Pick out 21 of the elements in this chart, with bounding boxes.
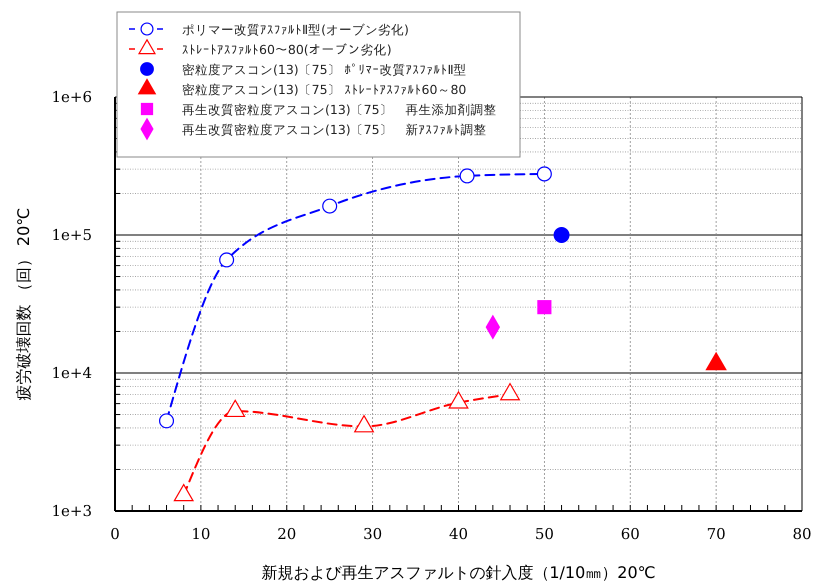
y-tick-label: 1e+4 [51,364,92,382]
y-tick-label: 1e+6 [51,88,92,106]
legend-label: ポリマー改質ｱｽﾌｧﾙﾄⅡ型(オーブン劣化) [182,22,409,37]
legend-label: 再生改質密粒度アスコン(13)〔75〕 再生添加剤調整 [182,102,497,117]
y-axis-title: 疲労破壊回数 （回） 20℃ [14,208,33,400]
x-tick-label: 0 [110,525,120,543]
y-tick-label: 1e+5 [51,226,92,244]
x-tick-label: 70 [706,525,726,543]
legend-label: ｽﾄﾚｰﾄｱｽﾌｧﾙﾄ60～80(オーブン劣化) [182,42,392,57]
legend-label: 再生改質密粒度アスコン(13)〔75〕 新ｱｽﾌｧﾙﾄ調整 [182,122,487,137]
legend-label: 密粒度アスコン(13)〔75〕 ｽﾄﾚｰﾄｱｽﾌｧﾙﾄ60～80 [182,82,466,97]
x-tick-label: 50 [534,525,554,543]
x-tick-label: 60 [620,525,640,543]
x-tick-label: 40 [448,525,468,543]
x-tick-label: 30 [363,525,382,543]
x-tick-label: 10 [191,525,210,543]
x-tick-label: 20 [277,525,296,543]
x-tick-label: 80 [792,525,812,543]
legend-label: 密粒度アスコン(13)〔75〕 ﾎﾟﾘﾏｰ改質ｱｽﾌｧﾙﾄⅡ型 [182,62,467,77]
x-axis-title: 新規および再生アスファルトの針入度（1/10㎜）20℃ [261,563,656,582]
y-tick-label: 1e+3 [51,502,92,520]
